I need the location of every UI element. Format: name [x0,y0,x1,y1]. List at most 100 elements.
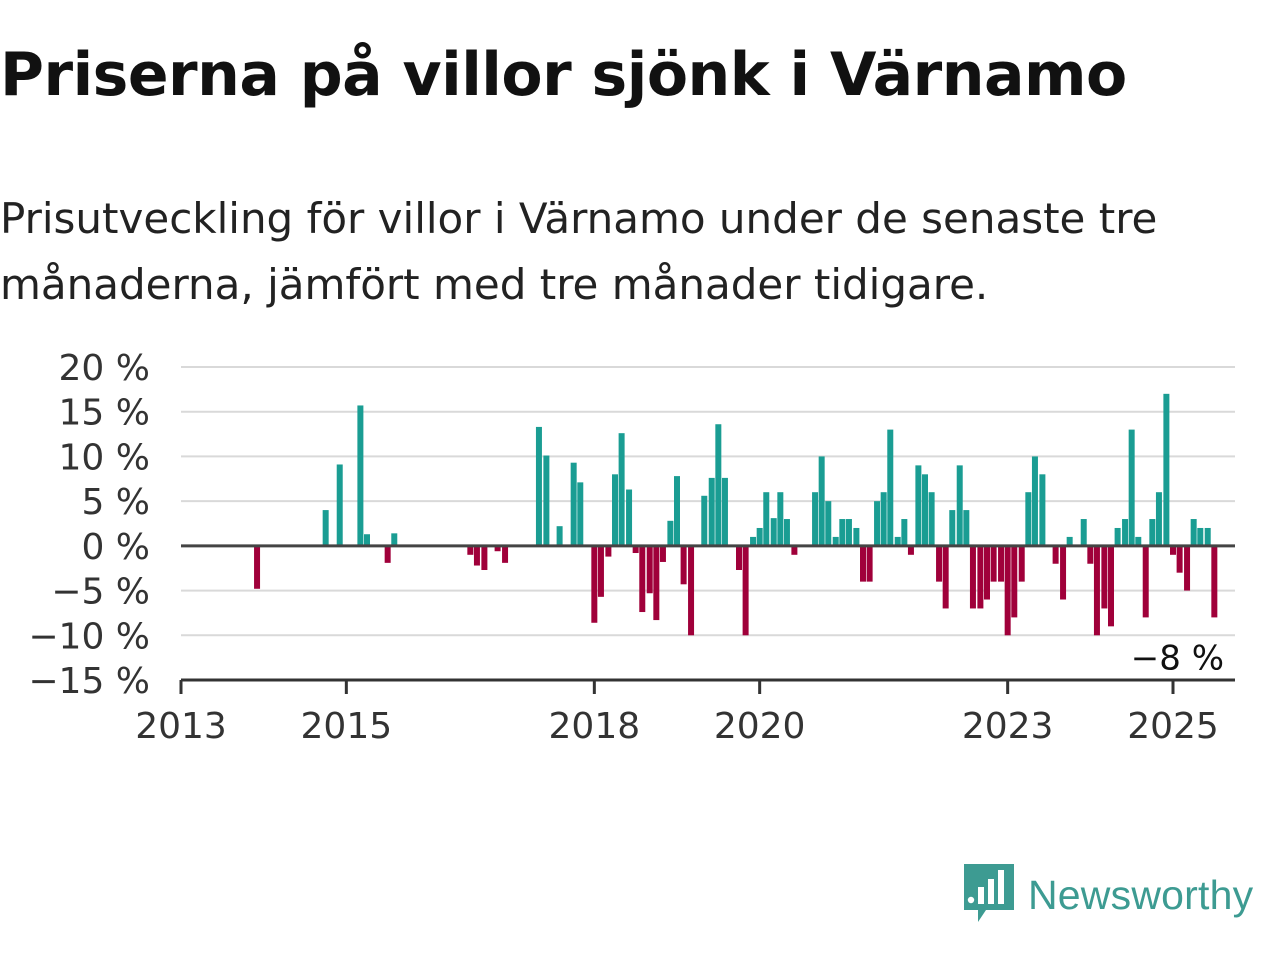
bar [860,545,866,582]
bar [969,545,976,609]
bar [832,536,839,546]
bar [750,536,757,546]
bar [907,545,914,555]
bars [254,393,1218,636]
bar [254,545,261,589]
bar [756,527,763,546]
bar [791,545,798,555]
bar [763,492,770,546]
bar [391,533,398,546]
bar [570,462,577,546]
bar [543,455,550,546]
bar [1011,545,1018,618]
bar [915,465,922,546]
bar [936,545,943,582]
y-tick-label: −15 % [28,661,150,702]
y-tick-label: 5 % [81,482,150,523]
bar [632,545,639,554]
bar [1155,492,1162,546]
bar [894,536,901,546]
bar [1031,456,1038,546]
bar [1142,545,1149,618]
bar [1176,545,1183,573]
bar [1087,545,1094,564]
bar [481,545,488,571]
bar [1018,545,1025,582]
bar [990,545,997,582]
x-tick-label: 2020 [714,706,806,747]
bar [783,519,790,546]
bar [577,482,584,546]
bar [357,405,364,546]
bar [1039,474,1046,546]
newsworthy-logo: Newsworthy [964,864,1253,926]
y-tick-label: 0 % [81,527,150,568]
x-tick-label: 2015 [301,706,393,747]
bar [467,545,474,555]
bar [998,545,1005,582]
bar [591,545,598,623]
bar [1163,393,1170,546]
bar [605,545,612,557]
bar [1108,545,1114,627]
bar-chart: 20 %15 %10 %5 %0 %−5 %−10 %−15 %2013 2015… [28,348,1235,747]
bar [1211,545,1218,618]
bar [384,545,391,563]
bar [667,520,674,546]
bar [674,476,680,546]
bar [825,501,832,546]
bar [845,519,852,546]
bar [618,433,625,546]
tick-labels: 20 %15 %10 %5 %0 %−5 %−10 %−15 %2013 2015… [28,348,1224,747]
brand-name: Newsworthy [1028,871,1254,918]
bar [556,526,563,546]
bar [1204,527,1211,546]
bar [322,510,329,546]
y-tick-label: 10 % [59,437,150,478]
bar [612,474,618,546]
y-tick-label: 20 % [59,348,150,389]
bar [977,545,984,609]
bar [866,545,873,582]
bar [535,426,542,546]
bar [853,527,860,546]
bar [721,477,728,546]
chart-title: Priserna på villor sjönk i Värnamo [0,40,1127,110]
bar [1128,429,1135,546]
bar [880,492,887,546]
gridlines [181,366,1235,637]
bar [653,545,660,621]
bar [1066,536,1073,546]
bar [901,519,908,546]
bar [639,545,646,613]
y-tick-label: 15 % [59,393,150,434]
bar [777,492,784,546]
bar [364,534,370,546]
bar [949,510,956,546]
bar [956,465,963,546]
bar [942,545,949,609]
bar-chart-speech-bubble-icon [964,864,1014,922]
bar [1149,519,1156,546]
bar [659,545,666,562]
bar [1190,519,1197,546]
bar [688,545,695,636]
bar [1080,519,1087,546]
bar [646,545,653,594]
y-tick-label: −10 % [28,616,150,657]
chart-subtitle: Prisutveckling för villor i Värnamo unde… [0,194,1158,309]
bar [984,545,990,600]
bar [494,545,501,552]
bar [701,495,708,546]
bar [1060,545,1067,600]
bar [715,424,722,546]
bar [1093,545,1100,636]
bar [874,501,881,546]
bar [473,545,480,566]
bar [812,492,819,546]
bar [336,464,343,546]
bar [1135,536,1142,546]
bar [839,519,846,546]
bar [742,545,749,636]
bar [680,545,687,585]
